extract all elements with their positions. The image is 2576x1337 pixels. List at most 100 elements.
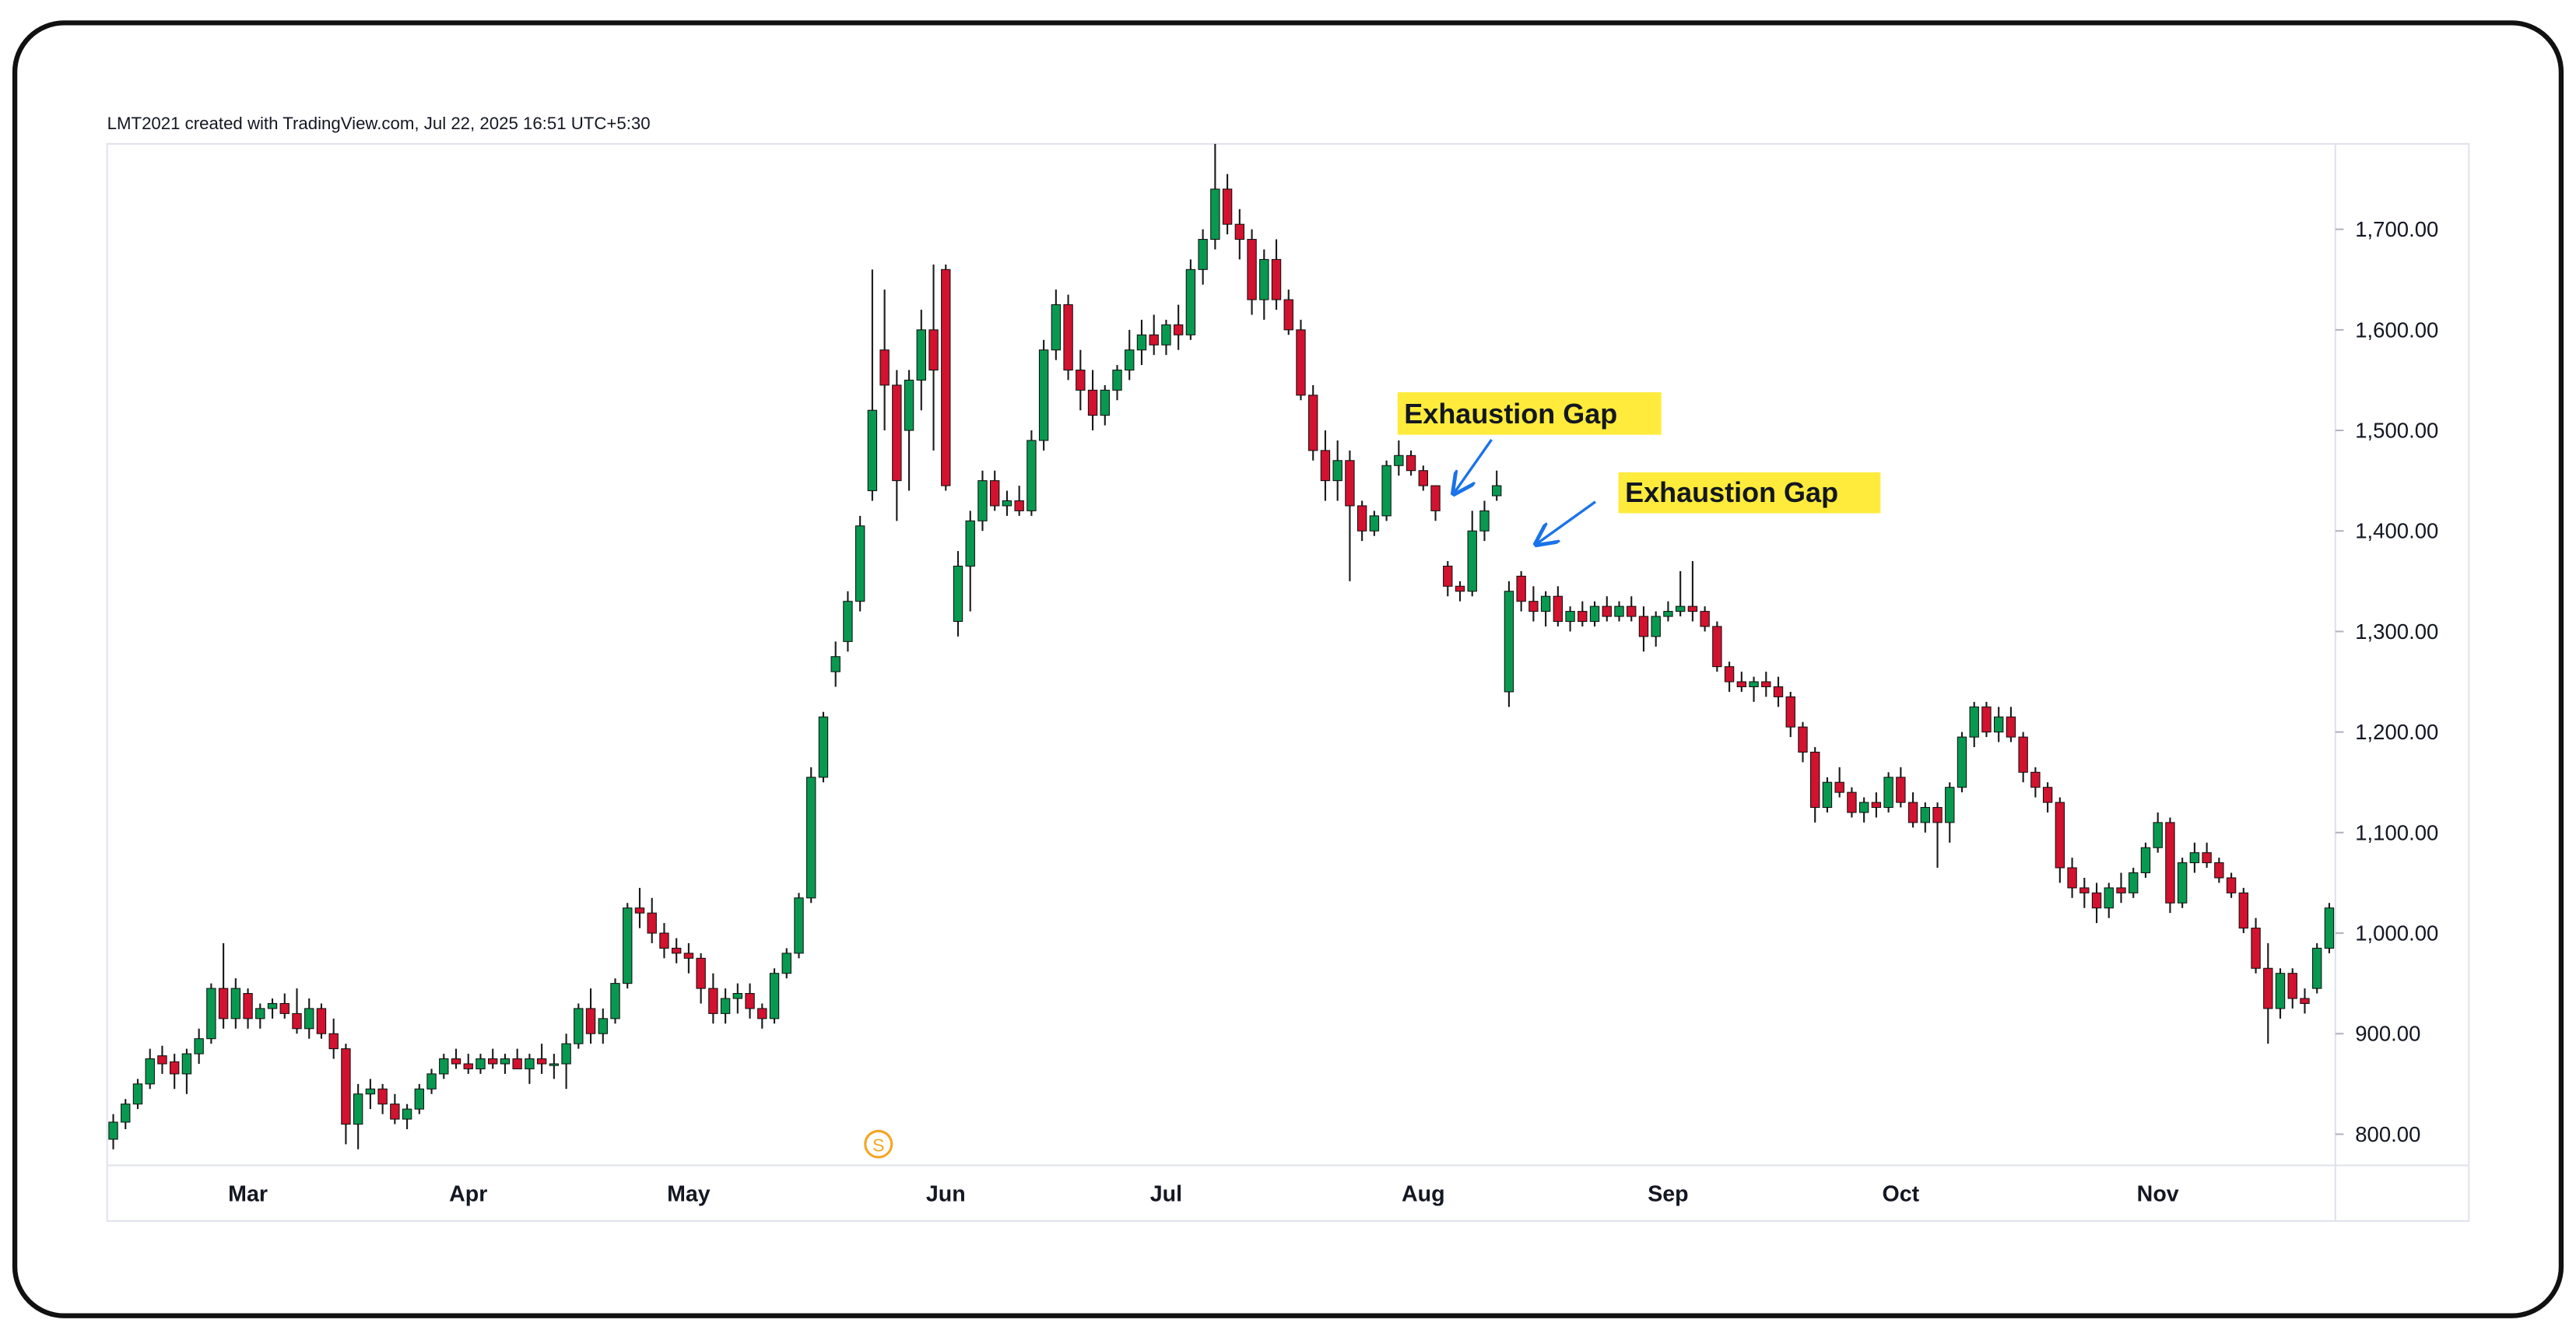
candle-body: [1663, 611, 1673, 617]
candle-body: [1871, 802, 1882, 809]
candle-body: [2055, 802, 2065, 869]
candle-body: [390, 1104, 400, 1120]
candle-body: [720, 998, 731, 1014]
candle-body: [2067, 867, 2077, 889]
candle-body: [194, 1038, 204, 1055]
candle-body: [794, 897, 804, 954]
x-tick-label: Sep: [1648, 1182, 1688, 1207]
candle-body: [1027, 440, 1037, 511]
candle-body: [304, 1008, 314, 1030]
candle-body: [2104, 887, 2114, 909]
candles: [108, 143, 2335, 1149]
candle-body: [561, 1043, 571, 1065]
candle-body: [574, 1008, 584, 1044]
candle-body: [1675, 605, 1686, 612]
candle-body: [1369, 515, 1380, 532]
candle-body: [1222, 188, 1233, 225]
candle-body: [1198, 239, 1208, 270]
candle-body: [218, 988, 229, 1019]
candle-body: [1724, 666, 1735, 683]
candle-body: [1981, 706, 1992, 733]
y-tick-label: 1,700.00: [2355, 217, 2438, 241]
candle-body: [781, 953, 791, 974]
candle-body: [1700, 611, 1710, 627]
candle-body: [1883, 777, 1893, 809]
candle-body: [2091, 892, 2102, 909]
candle-body: [2042, 787, 2053, 803]
candle-body: [843, 601, 853, 642]
candle-body: [1932, 807, 1943, 823]
candle-body: [1540, 595, 1551, 612]
candle-body: [671, 947, 682, 954]
y-tick-label: 800.00: [2355, 1122, 2420, 1146]
x-tick-label: Oct: [1883, 1182, 1920, 1207]
candle-body: [1957, 736, 1967, 788]
candle-body: [1112, 369, 1122, 391]
candle-body: [292, 1012, 302, 1030]
candle-body: [1516, 575, 1526, 602]
candle-body: [928, 329, 939, 371]
candle-body: [328, 1033, 339, 1050]
candle-body: [879, 349, 890, 386]
annotation-arrow: [1454, 439, 1493, 493]
annotation-box: [1397, 392, 1662, 435]
candle-body: [830, 656, 841, 672]
x-tick-label: Jun: [926, 1182, 966, 1207]
candle-body: [243, 993, 253, 1019]
x-tick-label: Aug: [1402, 1182, 1445, 1207]
candle-body: [1822, 781, 1833, 809]
candle-body: [365, 1088, 376, 1095]
candle-body: [1945, 787, 1955, 823]
annotation-arrow: [1536, 500, 1596, 545]
candle-body: [1210, 188, 1220, 240]
y-tick-label: 1,000.00: [2355, 921, 2438, 946]
candle-body: [1907, 802, 1918, 823]
candle-body: [439, 1058, 449, 1075]
candle-body: [1332, 460, 1342, 482]
candle-body: [255, 1008, 265, 1019]
annotation: Exhaustion Gap: [1404, 398, 1617, 430]
candle-body: [414, 1088, 425, 1110]
x-tick-label: Jul: [1150, 1182, 1182, 1207]
candle-body: [121, 1104, 131, 1123]
candle-body: [757, 1008, 767, 1019]
candle-body: [610, 983, 620, 1019]
event-icon: [864, 1129, 893, 1159]
watermark: LMT2021 created with TradingView.com, Ju…: [107, 114, 651, 133]
candle-body: [181, 1053, 192, 1075]
candle-body: [353, 1093, 363, 1125]
candle-body: [1051, 304, 1062, 351]
candle-body: [1234, 223, 1245, 240]
candle-body: [463, 1063, 473, 1069]
candle-body: [1810, 751, 1820, 809]
candle-body: [1785, 696, 1795, 728]
candle-body: [230, 988, 241, 1019]
y-tick-label: 1,100.00: [2355, 820, 2438, 844]
candle-body: [2189, 852, 2200, 864]
candle-body: [1076, 369, 1086, 391]
candle-body: [1896, 777, 1906, 803]
candle-body: [1528, 601, 1539, 612]
candle-body: [1455, 585, 1465, 592]
candle-body: [108, 1121, 118, 1140]
candle-body: [1712, 626, 1722, 668]
candle-body: [585, 1008, 596, 1034]
candle-body: [855, 525, 865, 602]
candle-body: [1356, 505, 1367, 532]
candle-body: [2165, 822, 2175, 904]
candle-body: [1381, 465, 1392, 517]
candle-body: [1920, 807, 1930, 823]
candle-body: [1308, 395, 1318, 451]
candle-body: [1259, 258, 1269, 300]
candle-body: [2226, 877, 2237, 893]
candle-body: [1283, 299, 1293, 331]
annotation-box: [1618, 472, 1881, 514]
event-icon-label: S: [872, 1135, 885, 1156]
candle-body: [132, 1083, 143, 1105]
candle-body: [1002, 500, 1013, 507]
candle-body: [941, 268, 951, 486]
x-tick-label: May: [667, 1182, 711, 1207]
candle-body: [1834, 781, 1844, 793]
